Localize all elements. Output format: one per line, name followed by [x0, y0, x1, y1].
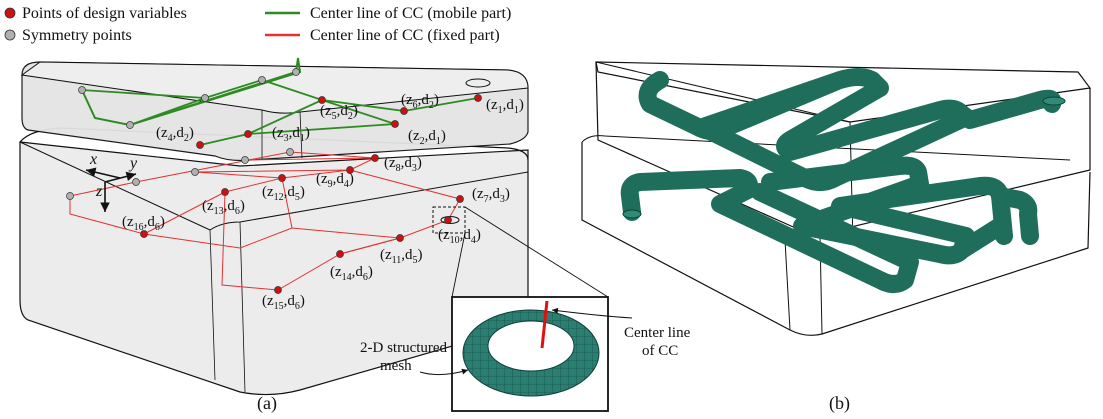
channel-lower-outlet [991, 187, 1039, 245]
design-point-5 [318, 96, 326, 104]
inlet-zoom-box [432, 206, 466, 234]
panel-b-fixed-top [581, 135, 1071, 161]
panel-b-channels [581, 61, 1092, 336]
point-label-15: (z15,d6) [262, 293, 305, 312]
zoom-connector-1 [464, 206, 609, 298]
axis-x-label: x [89, 151, 97, 168]
mesh-label-line1: 2-D structured [360, 340, 448, 356]
design-point-3 [244, 130, 252, 138]
design-point-1 [474, 94, 482, 102]
symmetry-point [126, 121, 134, 129]
center-label-line2: of CC [642, 343, 678, 359]
design-point-16 [140, 230, 148, 238]
caption-b: (b) [829, 393, 850, 414]
design-point-9 [346, 166, 354, 174]
design-point-4 [196, 141, 204, 149]
center-label-line1: Center line [624, 325, 691, 341]
panel-b-edge [784, 239, 791, 331]
design-point-15 [274, 286, 282, 294]
channel-inlet-lower [622, 209, 642, 219]
mesh-ring-hole [487, 320, 575, 372]
symmetry-point [78, 86, 86, 94]
center-label-arrow [551, 307, 633, 319]
channel-upper-cross [691, 68, 1062, 161]
symmetry-points [66, 68, 300, 200]
point-label-16: (z16,d6) [122, 214, 165, 233]
design-point-13 [221, 188, 229, 196]
symmetry-point [66, 192, 74, 200]
mobile-part-vertical-edge-2 [299, 111, 303, 159]
design-point-10 [444, 216, 452, 224]
mesh-center-line [540, 300, 549, 349]
channel-lower-loop [620, 169, 919, 293]
symmetry-point [286, 148, 294, 156]
legend-fixed-line-label: Center line of CC (fixed part) [310, 27, 500, 44]
symmetry-point [132, 178, 140, 186]
panel-b-fixed-block [581, 142, 1091, 336]
zoom-connector-2 [451, 232, 466, 298]
design-point-2 [391, 120, 399, 128]
mobile-part-inlet-hole [465, 78, 491, 88]
panel-b-box-top [595, 61, 1092, 123]
legend-symmetry-point-label: Symmetry points [22, 27, 132, 44]
symmetry-point [292, 68, 300, 76]
mobile-centerline-lower [199, 99, 396, 146]
point-label-12: (z12,d5) [262, 184, 305, 203]
design-point-12 [278, 174, 286, 182]
mobile-part-top-face [20, 61, 529, 114]
axis-y-label: y [128, 155, 138, 172]
mesh-label-line2: mesh [380, 358, 412, 374]
axis-y-arrow [104, 171, 137, 183]
inlet-outlet-hole [440, 216, 460, 224]
mesh-label-arrow [419, 368, 469, 376]
legend-symmetry-point-marker [4, 29, 16, 41]
legend-mobile-line-label: Center line of CC (mobile part) [310, 5, 511, 22]
panel-a-mold: x y z [19, 57, 609, 396]
design-point-8 [371, 154, 379, 162]
caption-a: (a) [257, 393, 277, 414]
legend-design-point-marker [4, 7, 16, 19]
axis-z-label: z [95, 183, 103, 200]
design-points [140, 94, 482, 294]
point-label-10: (z10,d4) [438, 227, 481, 246]
design-point-11 [396, 234, 404, 242]
design-point-7 [456, 195, 464, 203]
channel-inlet-upper [1042, 96, 1066, 106]
symmetry-point [191, 168, 199, 176]
design-point-14 [336, 250, 344, 258]
axis-x-arrow [85, 167, 121, 179]
fixed-centerline-loop-lower [143, 177, 401, 255]
point-label-11: (z11,d5) [380, 247, 423, 266]
fixed-part-inner-edge-2 [239, 221, 246, 393]
panel-b-edge-4 [595, 61, 851, 123]
symmetry-point [258, 76, 266, 84]
symmetry-point [241, 156, 249, 164]
design-point-6 [400, 107, 408, 115]
legend-design-point-label: Points of design variables [22, 5, 187, 22]
fixed-centerline-loop-mid [194, 157, 461, 291]
point-label-14: (z14,d6) [330, 264, 373, 283]
symmetry-point [201, 94, 209, 102]
mesh-inset: 2-D structured mesh Center line of CC [360, 296, 691, 412]
point-label-13: (z13,d6) [202, 198, 245, 217]
fixed-part-rounded-corner [209, 171, 529, 231]
fixed-part-inner-edge [209, 229, 216, 381]
legend: Points of design variables Symmetry poin… [4, 5, 511, 44]
